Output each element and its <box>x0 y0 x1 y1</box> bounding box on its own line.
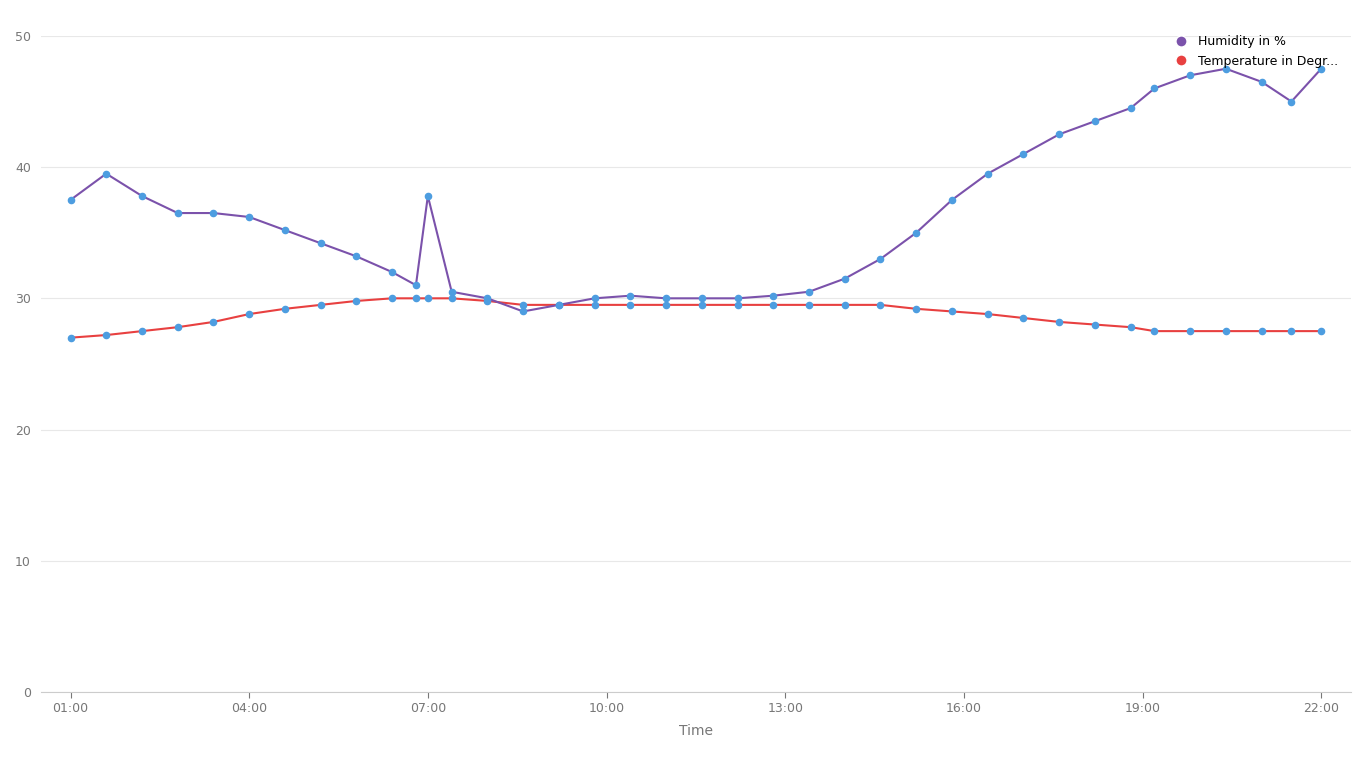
Point <box>96 167 117 180</box>
Point <box>1310 62 1332 74</box>
Point <box>96 329 117 341</box>
Point <box>404 279 426 291</box>
Point <box>1251 76 1273 88</box>
Legend: Humidity in %, Temperature in Degr...: Humidity in %, Temperature in Degr... <box>1162 29 1344 74</box>
Point <box>977 308 999 320</box>
Point <box>977 167 999 180</box>
Point <box>1179 325 1201 337</box>
Point <box>441 286 463 298</box>
Point <box>870 299 892 311</box>
Point <box>131 190 153 202</box>
Point <box>60 194 82 206</box>
Point <box>583 292 605 304</box>
Point <box>656 292 678 304</box>
Point <box>691 292 713 304</box>
Point <box>1179 69 1201 81</box>
Point <box>906 227 928 239</box>
Point <box>762 299 784 311</box>
Point <box>1214 325 1236 337</box>
Point <box>906 303 928 315</box>
Point <box>833 299 855 311</box>
Point <box>798 299 820 311</box>
Point <box>202 207 224 219</box>
Point <box>798 286 820 298</box>
Point <box>512 299 534 311</box>
Point <box>1012 312 1034 324</box>
Point <box>727 299 749 311</box>
Point <box>1120 102 1142 114</box>
Point <box>381 292 403 304</box>
Point <box>346 250 367 263</box>
Point <box>619 299 641 311</box>
Point <box>477 295 499 307</box>
Point <box>1120 321 1142 333</box>
Point <box>1214 62 1236 74</box>
Point <box>1280 95 1302 108</box>
Point <box>691 299 713 311</box>
Point <box>1251 325 1273 337</box>
Point <box>512 306 534 318</box>
X-axis label: Time: Time <box>679 723 713 737</box>
Point <box>238 308 260 320</box>
Point <box>619 290 641 302</box>
Point <box>167 207 189 219</box>
Point <box>381 266 403 278</box>
Point <box>656 299 678 311</box>
Point <box>941 194 963 206</box>
Point <box>404 292 426 304</box>
Point <box>1280 325 1302 337</box>
Point <box>167 321 189 333</box>
Point <box>1143 325 1165 337</box>
Point <box>417 292 438 304</box>
Point <box>310 237 332 250</box>
Point <box>275 224 296 237</box>
Point <box>60 332 82 344</box>
Point <box>762 290 784 302</box>
Point <box>346 295 367 307</box>
Point <box>833 273 855 285</box>
Point <box>1143 82 1165 94</box>
Point <box>1085 319 1106 331</box>
Point <box>548 299 570 311</box>
Point <box>310 299 332 311</box>
Point <box>1310 325 1332 337</box>
Point <box>1012 148 1034 161</box>
Point <box>941 306 963 318</box>
Point <box>477 292 499 304</box>
Point <box>583 299 605 311</box>
Point <box>870 253 892 265</box>
Point <box>1085 115 1106 127</box>
Point <box>1048 128 1070 141</box>
Point <box>275 303 296 315</box>
Point <box>238 211 260 223</box>
Point <box>727 292 749 304</box>
Point <box>202 316 224 328</box>
Point <box>1048 316 1070 328</box>
Point <box>548 299 570 311</box>
Point <box>417 190 438 202</box>
Point <box>131 325 153 337</box>
Point <box>441 292 463 304</box>
